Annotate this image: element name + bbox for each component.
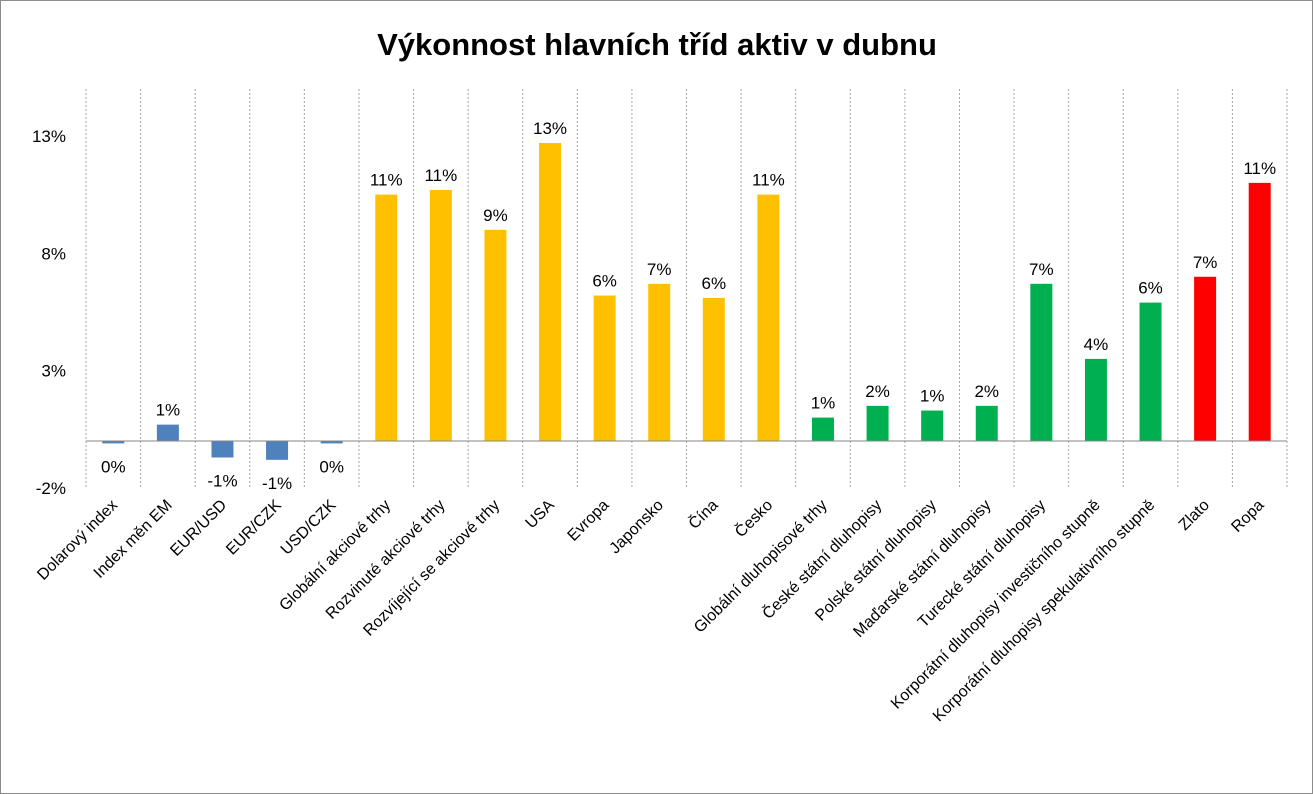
data-label: 7%	[1193, 253, 1218, 272]
bar	[702, 297, 725, 442]
x-tick-label: Čína	[684, 495, 721, 532]
y-tick-label: 3%	[41, 362, 66, 381]
data-label: 11%	[424, 166, 457, 185]
data-label: 9%	[483, 206, 508, 225]
bar	[1030, 283, 1053, 442]
x-tick-label: EUR/USD	[167, 497, 230, 560]
bar	[156, 424, 179, 442]
bar	[921, 410, 944, 442]
x-tick-label: Česko	[731, 495, 777, 541]
data-label: 4%	[1084, 335, 1109, 354]
bar	[102, 441, 125, 444]
bar	[648, 283, 671, 442]
data-label: 6%	[592, 272, 617, 291]
x-tick-label: Evropa	[565, 497, 613, 545]
bar	[1194, 276, 1217, 442]
data-label: -1%	[207, 471, 237, 490]
grid-lines	[85, 89, 1288, 488]
data-labels: 0% 1% -1% -1% 0% 11% 11% 9% 13% 6% 7% 6% 11% 1% 2% 1% 2%…	[101, 119, 1276, 493]
data-label: 0%	[101, 457, 126, 476]
data-label: 6%	[702, 274, 727, 293]
data-label: 7%	[647, 260, 672, 279]
bar	[757, 194, 780, 442]
chart-title: Výkonnost hlavních tříd aktiv v dubnu	[377, 27, 937, 62]
bar	[811, 417, 834, 442]
data-label: 11%	[370, 171, 403, 190]
bar	[975, 405, 998, 442]
bar	[1139, 302, 1162, 442]
bar	[1084, 358, 1107, 442]
data-label: 2%	[974, 382, 999, 401]
bar	[211, 441, 234, 458]
bar	[266, 441, 289, 460]
x-tick-label: USA	[523, 497, 559, 533]
bar	[429, 189, 452, 442]
x-tick-label: EUR/CZK	[223, 497, 285, 559]
data-label: 11%	[1243, 159, 1276, 178]
data-label: 7%	[1029, 260, 1054, 279]
bars	[102, 142, 1271, 460]
bar	[539, 142, 562, 442]
bar	[1248, 182, 1271, 442]
bar	[593, 295, 616, 442]
x-tick-label: Korporátní dluhopisy investičního stupně	[888, 497, 1104, 713]
x-tick-label: Zlato	[1176, 497, 1213, 534]
data-label: -1%	[262, 474, 292, 493]
data-label: 1%	[811, 394, 836, 413]
data-label: 2%	[865, 382, 890, 401]
bar	[484, 229, 507, 442]
data-label: 11%	[752, 171, 785, 190]
x-tick-label: Ropa	[1228, 497, 1267, 536]
data-label: 13%	[533, 119, 567, 138]
y-tick-label: 13%	[32, 127, 66, 146]
data-label: 0%	[319, 457, 344, 476]
x-tick-label: Japonsko	[607, 497, 668, 558]
bar	[866, 405, 889, 442]
y-tick-label: -2%	[36, 479, 66, 498]
bar	[375, 194, 398, 442]
data-label: 1%	[156, 401, 181, 420]
data-label: 6%	[1138, 279, 1163, 298]
y-tick-label: 8%	[41, 244, 66, 263]
bar	[320, 441, 343, 444]
y-axis-ticks: -2% 3% 8% 13%	[32, 127, 66, 498]
data-label: 1%	[920, 387, 945, 406]
